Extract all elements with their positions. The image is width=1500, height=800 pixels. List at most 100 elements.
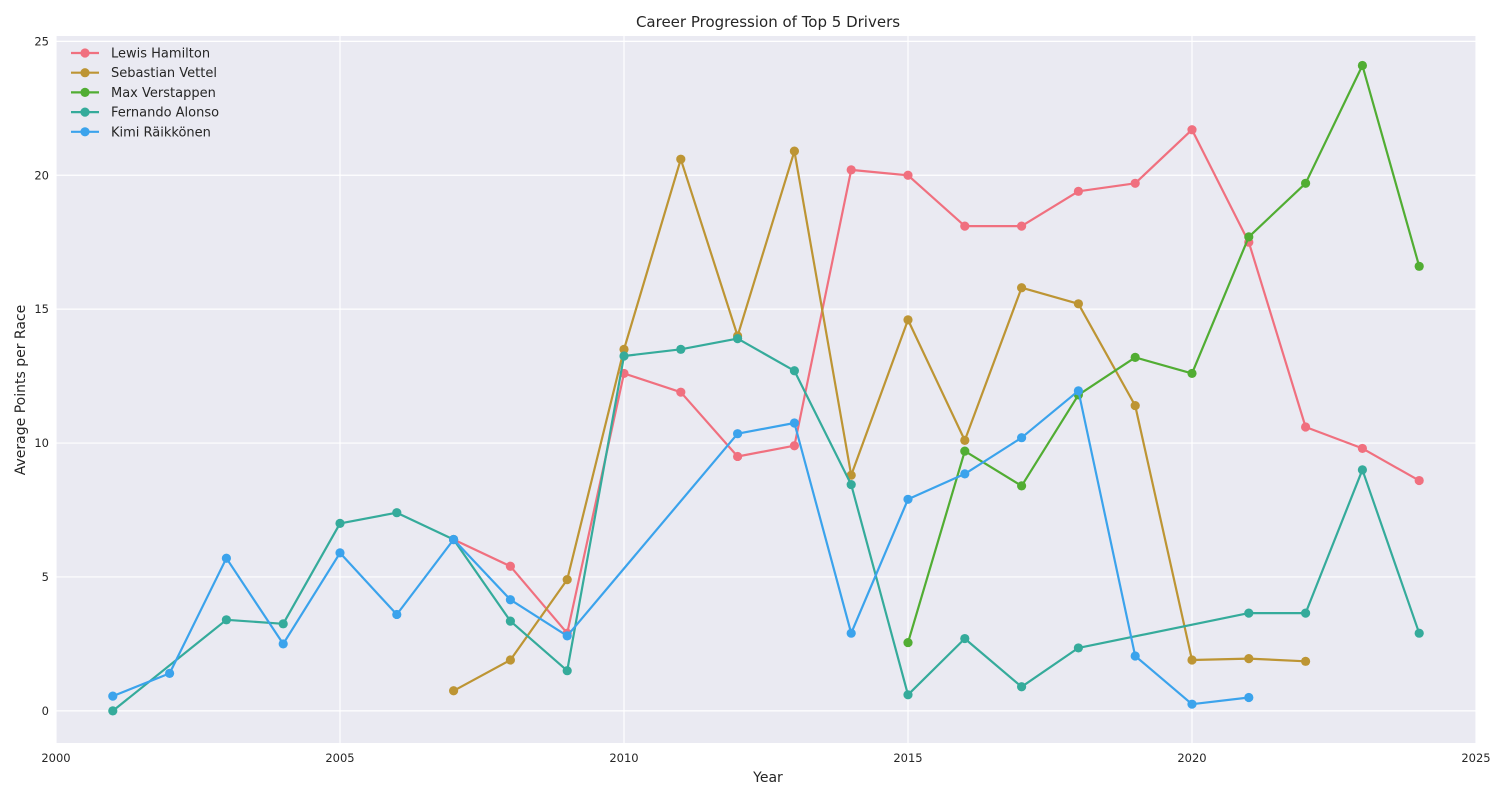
data-point <box>1414 475 1424 486</box>
data-point <box>846 479 856 490</box>
data-point <box>903 690 913 700</box>
x-tick-label: 2005 <box>325 751 354 765</box>
data-point <box>1073 299 1083 309</box>
series-line <box>452 128 1421 635</box>
data-point <box>505 655 515 665</box>
data-point <box>676 387 686 397</box>
data-point <box>1357 60 1367 71</box>
data-point <box>505 616 515 626</box>
x-tick-label: 2020 <box>1177 751 1206 765</box>
data-point <box>1130 352 1140 362</box>
y-gridlines <box>56 40 1476 712</box>
legend-label: Fernando Alonso <box>111 106 219 121</box>
series-layer <box>108 60 1424 716</box>
series-line <box>906 64 1421 644</box>
legend-marker <box>80 127 90 137</box>
data-point <box>676 344 686 354</box>
x-tick-label: 2015 <box>893 751 922 765</box>
legend-label: Max Verstappen <box>111 86 216 101</box>
data-point <box>392 609 402 620</box>
x-tick-label: 2025 <box>1461 751 1490 765</box>
data-point <box>562 666 572 676</box>
data-point <box>562 575 572 585</box>
data-point <box>221 615 231 625</box>
legend-marker <box>80 48 90 58</box>
data-point <box>1244 692 1254 703</box>
data-point <box>1301 178 1311 188</box>
y-axis-label: Average Points per Race <box>13 305 29 475</box>
data-point <box>960 469 970 479</box>
data-point <box>1130 651 1140 661</box>
legend-marker <box>80 87 90 97</box>
data-point <box>165 668 175 678</box>
data-point <box>1130 400 1140 411</box>
data-point <box>1357 443 1367 454</box>
data-point <box>1244 654 1254 664</box>
legend: Lewis Hamilton Sebastian Vettel Max Versta… <box>71 47 219 140</box>
data-point <box>392 508 402 518</box>
data-point <box>562 631 572 641</box>
chart-title: Career Progression of Top 5 Drivers <box>636 13 900 31</box>
data-point <box>449 534 459 545</box>
data-point <box>960 446 970 456</box>
data-point <box>1017 481 1027 491</box>
data-point <box>1017 433 1027 443</box>
data-point <box>903 315 913 325</box>
data-point <box>1187 368 1197 379</box>
plot-area <box>56 36 1476 743</box>
y-tick-label: 25 <box>34 34 49 48</box>
series-1 <box>449 146 1311 696</box>
legend-item: Lewis Hamilton <box>71 47 210 62</box>
data-point <box>278 639 288 649</box>
data-point <box>108 691 118 701</box>
data-point <box>505 561 515 571</box>
data-point <box>335 548 345 558</box>
y-tick-label: 10 <box>34 436 49 450</box>
data-point <box>960 633 970 644</box>
data-point <box>733 429 743 439</box>
data-point <box>846 165 856 175</box>
data-point <box>846 628 856 638</box>
series-4 <box>108 386 1254 709</box>
data-point <box>1073 186 1083 196</box>
data-point <box>1187 699 1197 709</box>
data-point <box>733 451 743 462</box>
legend-item: Max Verstappen <box>71 86 216 101</box>
data-point <box>789 366 800 376</box>
x-axis-label: Year <box>752 770 783 786</box>
data-point <box>676 154 686 164</box>
data-point <box>1414 628 1424 638</box>
legend-label: Sebastian Vettel <box>111 66 217 81</box>
data-point <box>1414 261 1424 271</box>
data-point <box>789 418 800 428</box>
data-point <box>1073 386 1083 396</box>
y-tick-label: 5 <box>42 570 49 584</box>
data-point <box>960 221 970 231</box>
data-point <box>619 344 629 354</box>
data-point <box>789 441 800 451</box>
x-tick-labels: 2000 2005 2010 2015 2020 2025 <box>41 751 1490 765</box>
data-point <box>1017 682 1027 692</box>
legend-item: Fernando Alonso <box>71 106 219 121</box>
series-3 <box>108 334 1424 716</box>
data-point <box>903 494 913 504</box>
y-tick-label: 20 <box>34 168 49 182</box>
legend-marker <box>80 68 90 78</box>
data-point <box>1357 465 1367 475</box>
data-point <box>1301 422 1311 432</box>
data-point <box>1130 178 1140 188</box>
data-point <box>1073 643 1083 653</box>
legend-marker <box>80 107 90 117</box>
x-tick-label: 2000 <box>41 751 70 765</box>
data-point <box>1244 232 1254 242</box>
data-point <box>1244 608 1254 618</box>
data-point <box>1301 608 1311 618</box>
data-point <box>960 435 970 445</box>
data-point <box>278 619 288 629</box>
data-point <box>335 518 345 529</box>
data-point <box>789 146 800 156</box>
data-point <box>733 334 743 344</box>
data-point <box>108 706 118 716</box>
data-point <box>903 170 913 180</box>
